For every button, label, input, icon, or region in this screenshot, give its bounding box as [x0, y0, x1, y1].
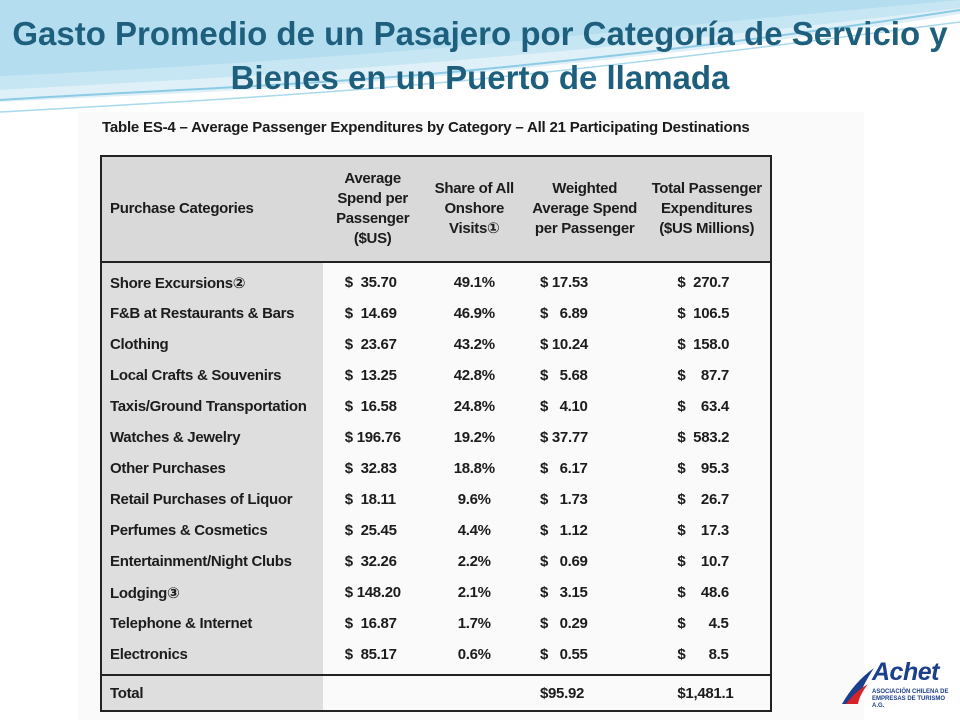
row-category: Shore Excursions②: [101, 262, 323, 298]
row-avg-spend: $ 35.70: [344, 274, 397, 291]
row-weighted: $ 1.12: [539, 522, 588, 539]
slide-title: Gasto Promedio de un Pasajero por Catego…: [12, 15, 948, 96]
row-total: $ 95.3: [677, 460, 729, 477]
row-share: 9.6%: [457, 491, 491, 508]
row-weighted: $ 37.77: [539, 429, 588, 446]
total-expenditure: $1,481.1: [643, 674, 771, 711]
row-share: 19.2%: [453, 429, 495, 446]
table-row: Electronics $ 85.17 0.6% $ 0.55 $ 8.5: [101, 639, 771, 675]
row-total: $ 270.7: [677, 274, 730, 291]
row-share: 0.6%: [457, 646, 491, 663]
header-weighted: Weighted Average Spend per Passenger: [525, 156, 644, 263]
header-wave-decoration: [0, 0, 960, 113]
row-share: 49.1%: [453, 274, 495, 291]
row-avg-spend: $ 13.25: [344, 367, 397, 384]
row-avg-spend: $ 14.69: [344, 305, 397, 322]
row-avg-spend: $ 85.17: [344, 646, 397, 663]
table-row: Shore Excursions② $ 35.70 49.1% $ 17.53 $ 27…: [101, 262, 771, 298]
row-total: $ 17.3: [677, 522, 729, 539]
row-category: Watches & Jewelry: [101, 422, 323, 453]
row-share: 2.1%: [457, 584, 491, 601]
row-weighted: $ 5.68: [539, 367, 588, 384]
row-weighted: $ 6.89: [539, 305, 588, 322]
row-total: $ 10.7: [677, 553, 729, 570]
table-row: Retail Purchases of Liquor $ 18.11 9.6% $ 1…: [101, 484, 771, 515]
header-category: Purchase Categories: [101, 156, 323, 263]
table-row: Telephone & Internet $ 16.87 1.7% $ 0.29 $ 4…: [101, 608, 771, 639]
expenditure-table: Purchase Categories Average Spend per Pa…: [100, 155, 772, 712]
row-share: 24.8%: [453, 398, 495, 415]
total-label: Total: [101, 674, 323, 711]
row-share: 18.8%: [453, 460, 495, 477]
table-row: Local Crafts & Souvenirs $ 13.25 42.8% $ 5.…: [101, 360, 771, 391]
logo-wordmark: Achet: [872, 658, 939, 686]
row-total: $ 87.7: [677, 367, 729, 384]
row-weighted: $ 0.69: [539, 553, 588, 570]
row-weighted: $ 3.15: [539, 584, 588, 601]
logo-subtitle: ASOCIACIÓN CHILENA DE EMPRESAS DE TURISM…: [872, 689, 949, 709]
row-avg-spend: $ 32.26: [344, 553, 397, 570]
table-row: Clothing $ 23.67 43.2% $ 10.24 $ 158.0: [101, 329, 771, 360]
total-share-empty: [422, 674, 526, 711]
row-weighted: $ 1.73: [539, 491, 588, 508]
row-total: $ 4.5: [677, 615, 729, 632]
total-row: Total $95.92 $1,481.1: [101, 674, 771, 711]
total-weighted: $95.92: [525, 674, 644, 711]
row-category: Taxis/Ground Transportation: [101, 391, 323, 422]
row-avg-spend: $ 32.83: [344, 460, 397, 477]
row-weighted: $ 0.29: [539, 615, 588, 632]
row-total: $ 583.2: [677, 429, 730, 446]
table-row: Perfumes & Cosmetics $ 25.45 4.4% $ 1.12 $ 1…: [101, 515, 771, 546]
row-category: F&B at Restaurants & Bars: [101, 298, 323, 329]
table-body: Shore Excursions② $ 35.70 49.1% $ 17.53 $ 27…: [101, 262, 771, 675]
header-total: Total Passenger Expenditures ($US Millio…: [643, 156, 771, 263]
achet-logo: Achet ASOCIACIÓN CHILENA DE EMPRESAS DE …: [840, 656, 952, 716]
row-category: Other Purchases: [101, 453, 323, 484]
table-row: F&B at Restaurants & Bars $ 14.69 46.9% $ 6…: [101, 298, 771, 329]
table-header-row: Purchase Categories Average Spend per Pa…: [101, 156, 771, 263]
header-share: Share of All Onshore Visits①: [422, 156, 526, 263]
row-share: 1.7%: [457, 615, 491, 632]
table-row: Lodging③ $ 148.20 2.1% $ 3.15 $ 48.6: [101, 577, 771, 608]
row-category: Entertainment/Night Clubs: [101, 546, 323, 577]
row-category: Retail Purchases of Liquor: [101, 484, 323, 515]
table-row: Watches & Jewelry $ 196.76 19.2% $ 37.77 $ 5…: [101, 422, 771, 453]
table-row: Taxis/Ground Transportation $ 16.58 24.8% $…: [101, 391, 771, 422]
row-avg-spend: $ 148.20: [344, 584, 401, 601]
row-total: $ 26.7: [677, 491, 729, 508]
row-category: Perfumes & Cosmetics: [101, 515, 323, 546]
row-avg-spend: $ 25.45: [344, 522, 397, 539]
row-category: Local Crafts & Souvenirs: [101, 360, 323, 391]
row-category: Lodging③: [101, 577, 323, 608]
row-share: 43.2%: [453, 336, 495, 353]
achet-swoosh-icon: [842, 668, 874, 704]
row-weighted: $ 0.55: [539, 646, 588, 663]
table-row: Entertainment/Night Clubs $ 32.26 2.2% $ 0.…: [101, 546, 771, 577]
total-avg-empty: [322, 674, 423, 711]
row-total: $ 158.0: [677, 336, 730, 353]
row-avg-spend: $ 16.58: [344, 398, 397, 415]
row-weighted: $ 10.24: [539, 336, 588, 353]
row-share: 2.2%: [457, 553, 491, 570]
table-row: Other Purchases $ 32.83 18.8% $ 6.17 $ 95.3: [101, 453, 771, 484]
row-weighted: $ 4.10: [539, 398, 588, 415]
row-avg-spend: $ 16.87: [344, 615, 397, 632]
row-total: $ 106.5: [677, 305, 730, 322]
row-category: Electronics: [101, 639, 323, 675]
row-share: 42.8%: [453, 367, 495, 384]
row-share: 4.4%: [457, 522, 491, 539]
row-weighted: $ 6.17: [539, 460, 588, 477]
table-title: Table ES-4 – Average Passenger Expenditu…: [102, 119, 750, 136]
row-avg-spend: $ 23.67: [344, 336, 397, 353]
row-category: Clothing: [101, 329, 323, 360]
row-total: $ 63.4: [677, 398, 729, 415]
header-avg-spend: Average Spend per Passenger ($US): [322, 156, 423, 263]
row-total: $ 8.5: [677, 646, 729, 663]
row-avg-spend: $ 196.76: [344, 429, 401, 446]
row-category: Telephone & Internet: [101, 608, 323, 639]
row-avg-spend: $ 18.11: [344, 491, 396, 508]
row-weighted: $ 17.53: [539, 274, 588, 291]
row-share: 46.9%: [453, 305, 495, 322]
row-total: $ 48.6: [677, 584, 729, 601]
